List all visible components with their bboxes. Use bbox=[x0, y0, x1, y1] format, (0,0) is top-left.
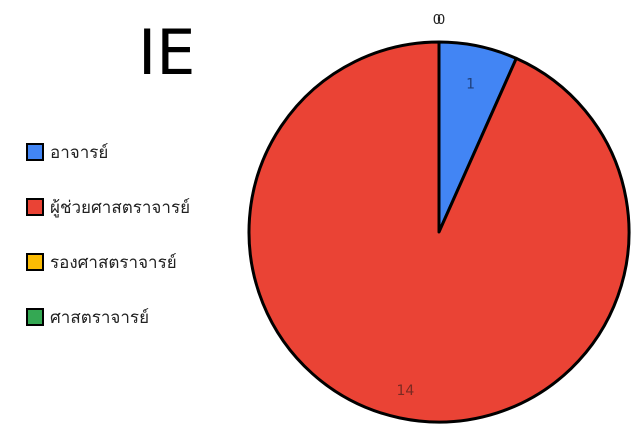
legend-swatch bbox=[26, 308, 44, 326]
chart-title: IE bbox=[138, 16, 196, 89]
legend-label: อาจารย์ bbox=[50, 142, 109, 163]
legend-label: รองศาสตราจารย์ bbox=[50, 252, 177, 273]
slice-label: 1 bbox=[466, 76, 475, 92]
legend-item-professor[interactable]: ศาสตราจารย์ bbox=[26, 303, 190, 331]
legend-label: ศาสตราจารย์ bbox=[50, 307, 150, 328]
slice-label: 14 bbox=[397, 383, 415, 399]
legend-swatch bbox=[26, 198, 44, 216]
legend-item-associate-professor[interactable]: รองศาสตราจารย์ bbox=[26, 248, 190, 276]
legend-swatch bbox=[26, 143, 44, 161]
legend-item-assistant-professor[interactable]: ผู้ช่วยศาสตราจารย์ bbox=[26, 193, 190, 221]
slice-assistant-professor[interactable] bbox=[247, 40, 631, 424]
legend: อาจารย์ ผู้ช่วยศาสตราจารย์ รองศาสตราจารย… bbox=[26, 138, 190, 358]
zero-slice-labels: 00 bbox=[433, 13, 445, 28]
legend-label: ผู้ช่วยศาสตราจารย์ bbox=[50, 197, 191, 218]
legend-item-lecturer[interactable]: อาจารย์ bbox=[26, 138, 190, 166]
legend-swatch bbox=[26, 253, 44, 271]
